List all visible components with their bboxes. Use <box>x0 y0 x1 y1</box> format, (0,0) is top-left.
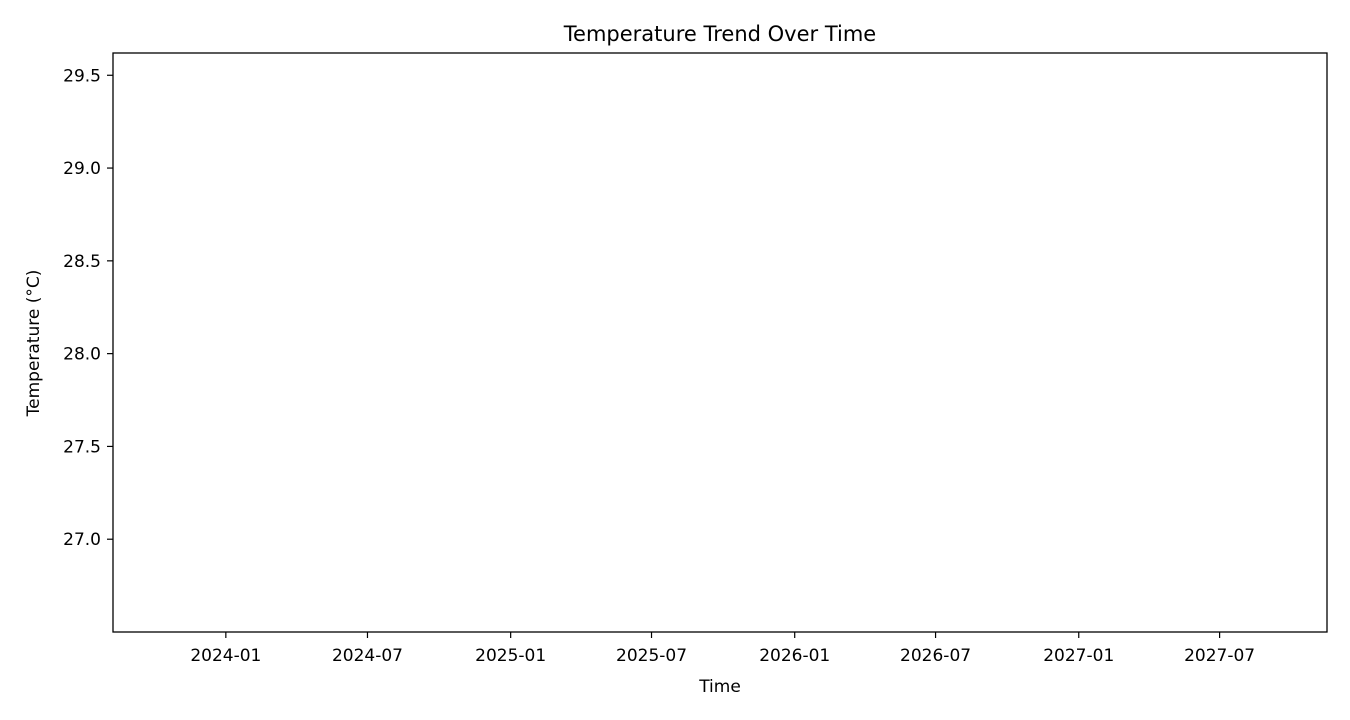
x-tick-label: 2024-07 <box>332 646 403 666</box>
y-tick-label: 29.0 <box>63 159 101 179</box>
x-axis-ticks: 2024-01 2024-07 2025-01 2025-07 2026-01 2026-… <box>190 632 1255 666</box>
y-tick-label: 29.5 <box>63 66 101 86</box>
plot-area <box>112 52 1328 633</box>
x-tick-label: 2024-01 <box>190 646 261 666</box>
chart-title: Temperature Trend Over Time <box>563 22 876 46</box>
y-axis-ticks: 27.0 27.5 28.0 28.5 29.0 29.5 <box>63 66 113 550</box>
x-tick-label: 2026-07 <box>900 646 971 666</box>
x-tick-label: 2025-01 <box>475 646 546 666</box>
x-axis-label: Time <box>698 677 741 697</box>
y-tick-label: 27.5 <box>63 437 101 457</box>
x-tick-label: 2027-07 <box>1184 646 1255 666</box>
x-tick-label: 2026-01 <box>759 646 830 666</box>
y-tick-label: 28.5 <box>63 252 101 272</box>
y-tick-label: 27.0 <box>63 530 101 550</box>
y-tick-label: 28.0 <box>63 345 101 365</box>
x-tick-label: 2027-01 <box>1043 646 1114 666</box>
x-tick-label: 2025-07 <box>616 646 687 666</box>
y-axis-label: Temperature (°C) <box>24 270 44 418</box>
